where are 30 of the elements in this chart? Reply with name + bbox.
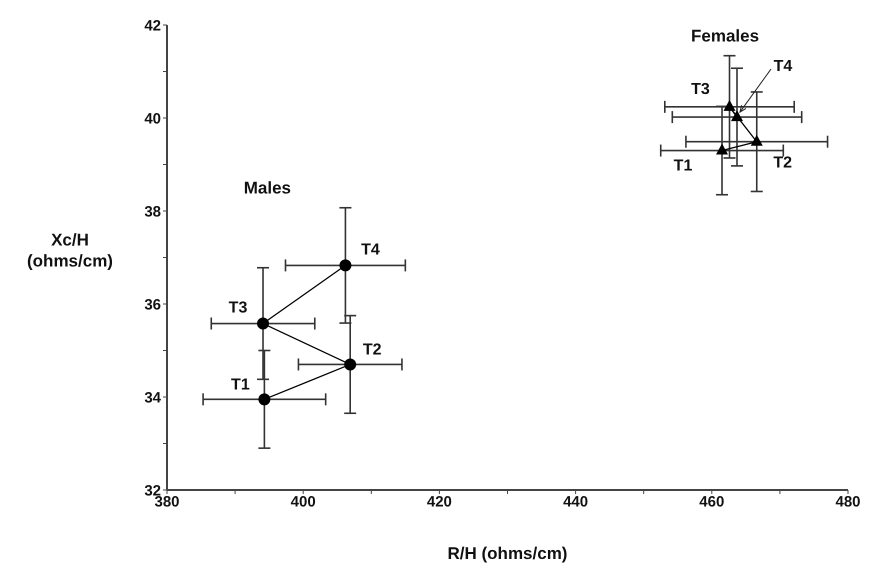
annotation: T1 bbox=[231, 376, 250, 394]
annotation: T2 bbox=[362, 341, 382, 358]
x-tick-label: 480 bbox=[835, 494, 861, 511]
annotation: T4 bbox=[361, 241, 380, 258]
annotation: Females bbox=[690, 26, 760, 46]
point bbox=[258, 393, 270, 406]
x-tick-label: 460 bbox=[699, 494, 724, 511]
y-tick-label: 40 bbox=[144, 110, 161, 128]
y-tick-label: 34 bbox=[144, 389, 162, 406]
annotation: T4 bbox=[774, 58, 792, 76]
point bbox=[724, 100, 736, 111]
point bbox=[716, 144, 728, 155]
point bbox=[257, 318, 270, 330]
point bbox=[339, 259, 352, 272]
point bbox=[750, 134, 763, 146]
annotation: Males bbox=[244, 178, 292, 198]
x-tick-label: 420 bbox=[426, 494, 452, 511]
x-tick-label: 400 bbox=[290, 494, 316, 511]
point bbox=[730, 110, 743, 122]
y-axis-title: Xc/H (ohms/cm) bbox=[27, 230, 113, 270]
annotation: T1 bbox=[674, 158, 692, 175]
annotation: T3 bbox=[228, 300, 248, 317]
annotation: T2 bbox=[773, 154, 792, 172]
x-axis-title: R/H (ohms/cm) bbox=[448, 544, 568, 563]
x-tick-label: 440 bbox=[563, 494, 588, 511]
annotation: T3 bbox=[691, 80, 710, 98]
y-tick-label: 36 bbox=[144, 296, 161, 314]
y-tick-label: 38 bbox=[144, 203, 161, 220]
point bbox=[344, 358, 356, 370]
y-tick-label: 42 bbox=[144, 17, 161, 34]
